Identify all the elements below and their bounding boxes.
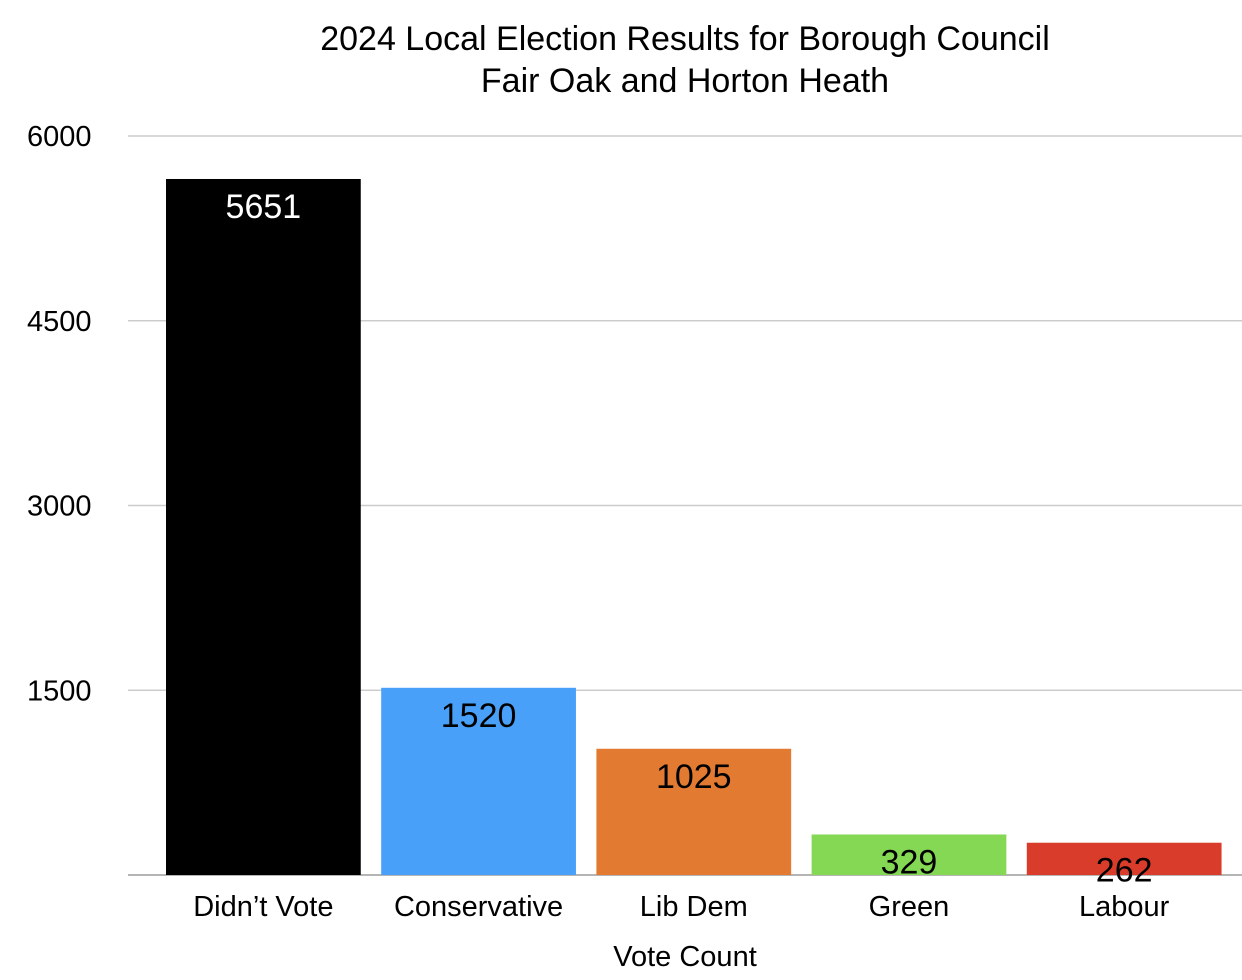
- chart-title-block: 2024 Local Election Results for Borough …: [128, 18, 1242, 102]
- bar-value-label: 5651: [226, 188, 302, 226]
- x-axis-title: Vote Count: [613, 941, 757, 973]
- x-category-label: Labour: [1079, 891, 1170, 923]
- bar-value-label: 1025: [656, 758, 732, 796]
- x-category-label: Conservative: [394, 891, 563, 923]
- y-tick-label: 3000: [27, 491, 92, 523]
- x-category-label: Lib Dem: [640, 891, 748, 923]
- bar: [1026, 842, 1222, 875]
- bar: [811, 834, 1007, 875]
- y-tick-label: 4500: [27, 306, 92, 338]
- bar: [596, 748, 792, 875]
- x-category-label: Green: [869, 891, 950, 923]
- bar: [166, 178, 361, 875]
- bar-value-label: 1520: [441, 697, 517, 735]
- y-tick-label: 6000: [27, 121, 92, 153]
- chart-title: 2024 Local Election Results for Borough …: [320, 20, 1050, 58]
- x-category-label: Didn’t Vote: [193, 891, 333, 923]
- bar: [381, 687, 576, 875]
- y-tick-label: 1500: [27, 675, 92, 707]
- bar-value-label: 329: [881, 843, 938, 881]
- chart-subtitle: Fair Oak and Horton Heath: [480, 62, 890, 100]
- bar-value-label: 262: [1096, 852, 1153, 890]
